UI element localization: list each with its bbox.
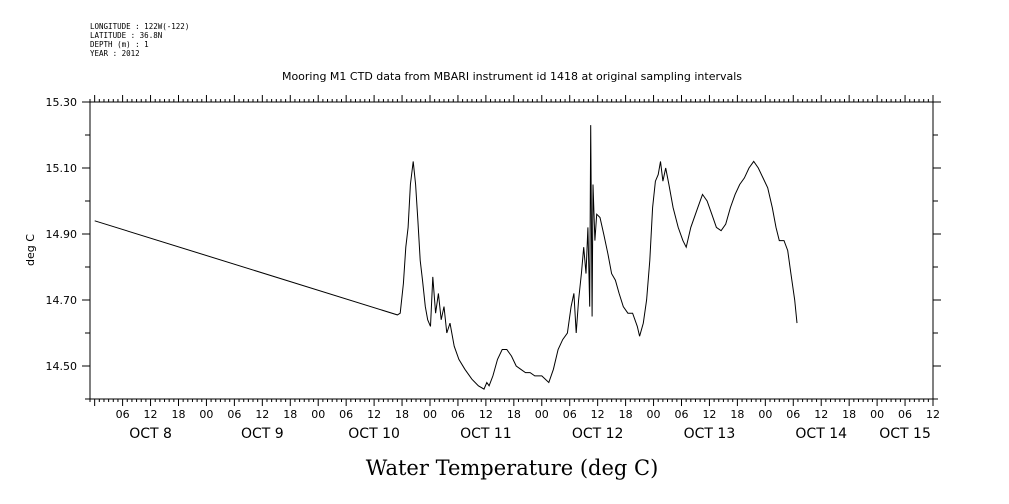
year-text: YEAR : 2012 — [90, 49, 140, 58]
x-hour-label: 18 — [171, 408, 185, 421]
x-hour-label: 12 — [144, 408, 158, 421]
x-axis-label: Water Temperature (deg C) — [366, 456, 659, 480]
x-hour-label: 00 — [647, 408, 661, 421]
x-hour-label: 06 — [563, 408, 577, 421]
x-day-label: OCT 10 — [348, 426, 400, 442]
x-hour-label: 06 — [339, 408, 353, 421]
x-hour-label: 00 — [199, 408, 213, 421]
x-hour-label: 12 — [255, 408, 269, 421]
y-tick-label: 15.10 — [46, 162, 78, 175]
water-temperature-line — [94, 125, 798, 390]
x-day-label: OCT 15 — [879, 426, 931, 442]
x-hour-label: 00 — [311, 408, 325, 421]
y-tick-label: 15.30 — [46, 96, 78, 109]
latitude-text: LATITUDE : 36.8N — [90, 31, 163, 40]
x-hour-label: 12 — [591, 408, 605, 421]
x-hour-label: 18 — [283, 408, 297, 421]
x-day-label: OCT 12 — [572, 426, 624, 442]
x-hour-label: 06 — [674, 408, 688, 421]
y-tick-label: 14.70 — [46, 294, 78, 307]
x-hour-label: 00 — [758, 408, 772, 421]
metadata-block: LONGITUDE : 122W(-122) LATITUDE : 36.8N … — [90, 22, 189, 58]
x-hour-label: 06 — [116, 408, 130, 421]
axis-ticks — [89, 95, 934, 406]
plot-frame — [89, 101, 934, 400]
x-hour-label: 12 — [814, 408, 828, 421]
x-day-label: OCT 9 — [241, 426, 284, 442]
x-hour-label: 12 — [367, 408, 381, 421]
x-hour-label: 00 — [423, 408, 437, 421]
x-day-label: OCT 11 — [460, 426, 512, 442]
x-hour-label: 18 — [507, 408, 521, 421]
x-day-label: OCT 8 — [129, 426, 172, 442]
x-axis: 06 12 18 00 06 12 18 00 06 12 18 00 06 12 18 00 06 12 18 00… — [116, 408, 940, 442]
x-hour-label: 06 — [786, 408, 800, 421]
x-hour-label: 00 — [870, 408, 884, 421]
y-tick-label: 14.90 — [46, 228, 78, 241]
x-hour-label: 06 — [451, 408, 465, 421]
x-hour-label: 18 — [619, 408, 633, 421]
x-hour-label: 06 — [227, 408, 241, 421]
y-axis: 14.50 14.70 14.90 15.10 15.30 — [46, 96, 941, 400]
x-hour-label: 06 — [898, 408, 912, 421]
x-hour-label: 18 — [395, 408, 409, 421]
x-hour-label: 18 — [730, 408, 744, 421]
x-hour-label: 00 — [535, 408, 549, 421]
longitude-text: LONGITUDE : 122W(-122) — [90, 22, 190, 31]
x-hour-label: 12 — [702, 408, 716, 421]
y-axis-label: deg C — [24, 234, 37, 266]
chart-title: Mooring M1 CTD data from MBARI instrumen… — [282, 70, 742, 83]
x-day-label: OCT 14 — [795, 426, 847, 442]
x-hour-label: 18 — [842, 408, 856, 421]
x-day-label: OCT 13 — [684, 426, 736, 442]
depth-text: DEPTH (m) : 1 — [90, 40, 149, 49]
y-tick-label: 14.50 — [46, 360, 78, 373]
x-hour-label: 12 — [479, 408, 493, 421]
x-hour-label: 12 — [926, 408, 940, 421]
